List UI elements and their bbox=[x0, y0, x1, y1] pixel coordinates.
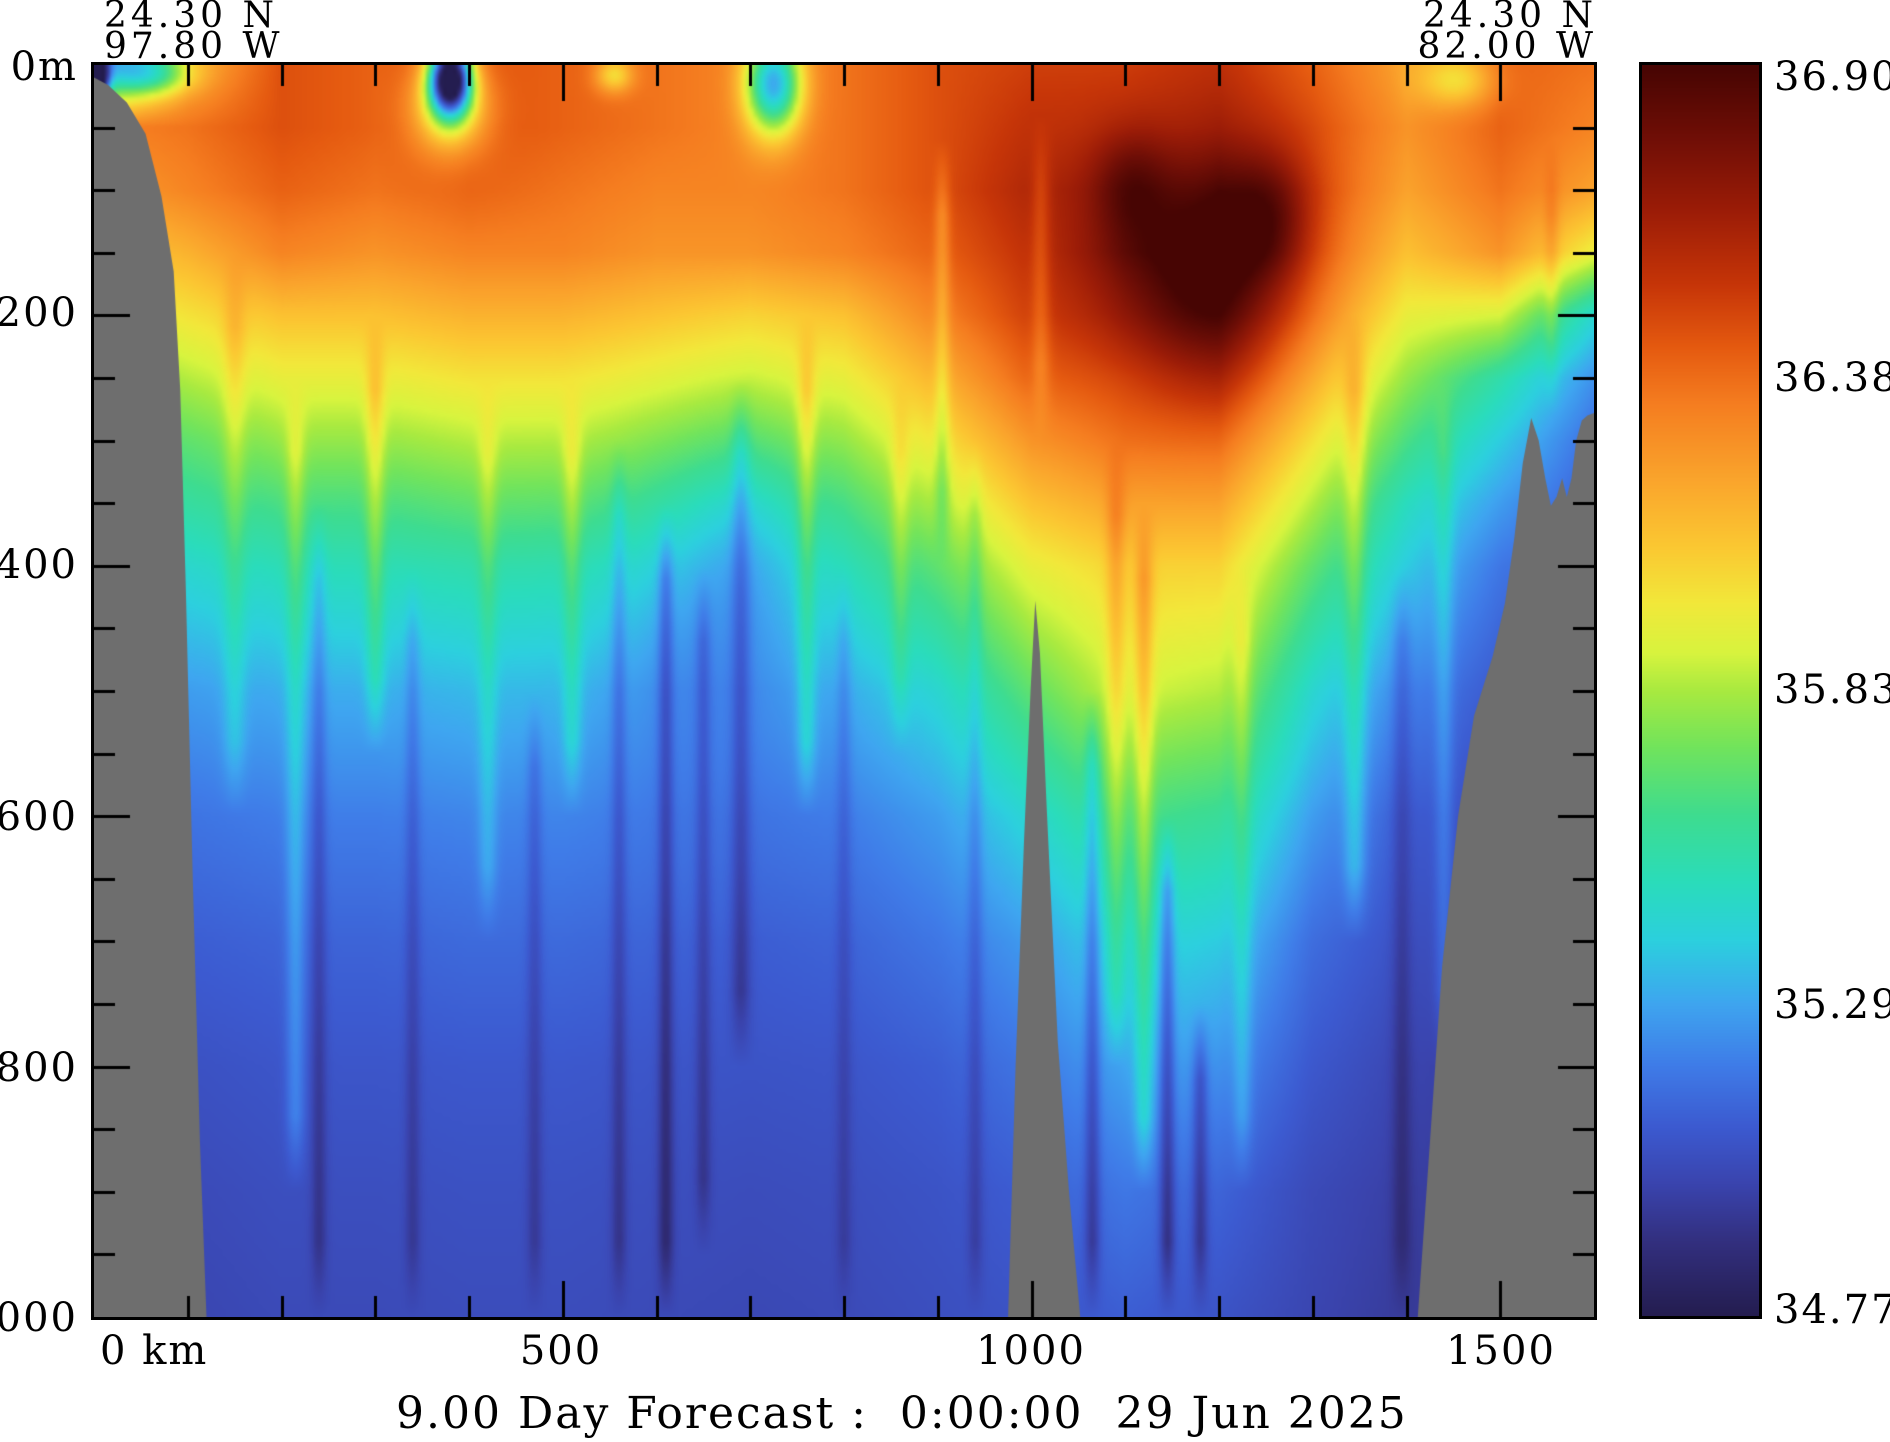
section-start-coordinates: 24.30 N 97.80 W bbox=[104, 0, 284, 67]
y-tick-label-0m: 0m bbox=[10, 44, 78, 90]
y-tick-label-1000: 1000 bbox=[0, 1295, 78, 1341]
colorbar-gradient-canvas bbox=[1642, 65, 1759, 1316]
y-tick-label-600: 600 bbox=[0, 794, 78, 840]
colorbar-label-35-29: 35.29 bbox=[1774, 982, 1890, 1028]
colorbar-label-35-83: 35.83 bbox=[1774, 667, 1890, 713]
salinity-section-plot bbox=[91, 62, 1597, 1320]
section-end-coordinates: 24.30 N 82.00 W bbox=[1307, 0, 1597, 67]
y-tick-label-800: 800 bbox=[0, 1045, 78, 1091]
y-tick-label-400: 400 bbox=[0, 542, 78, 588]
salinity-field-canvas bbox=[94, 65, 1594, 1317]
colorbar-label-36-38: 36.38 bbox=[1774, 355, 1890, 401]
end-latitude: 24.30 N bbox=[1422, 0, 1597, 36]
colorbar-label-36-90: 36.90 bbox=[1774, 54, 1890, 100]
colorbar-label-34-77: 34.77 bbox=[1774, 1287, 1890, 1333]
start-longitude: 97.80 W bbox=[104, 26, 284, 67]
start-latitude: 24.30 N bbox=[104, 0, 279, 36]
y-tick-label-200: 200 bbox=[0, 290, 78, 336]
salinity-colorbar bbox=[1639, 62, 1762, 1319]
x-tick-label-500: 500 bbox=[519, 1328, 603, 1374]
forecast-caption: 9.00 Day Forecast : 0:00:00 29 Jun 2025 bbox=[396, 1388, 1408, 1439]
x-tick-label-0km: 0 km bbox=[100, 1328, 209, 1374]
x-tick-label-1000: 1000 bbox=[976, 1328, 1086, 1374]
end-longitude: 82.00 W bbox=[1417, 26, 1597, 67]
x-tick-label-1500: 1500 bbox=[1446, 1328, 1556, 1374]
